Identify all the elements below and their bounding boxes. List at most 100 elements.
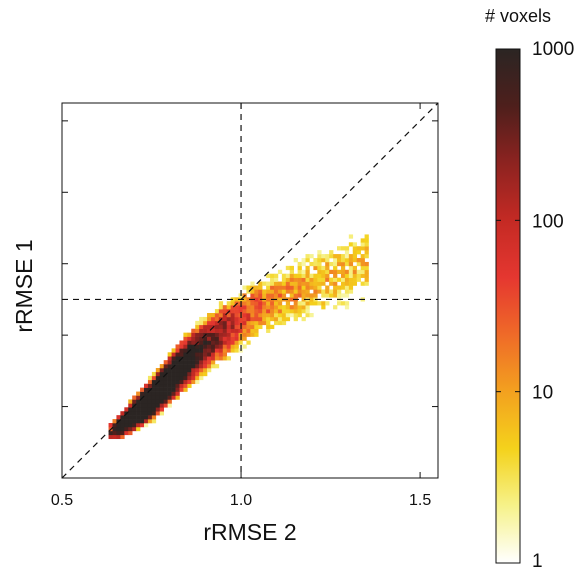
heatmap-bin xyxy=(235,329,239,333)
heatmap-bin xyxy=(353,250,357,254)
heatmap-bin xyxy=(148,380,152,384)
heatmap-bin xyxy=(144,415,148,419)
heatmap-bin xyxy=(317,282,321,286)
heatmap-bin xyxy=(223,309,227,313)
heatmap-bin xyxy=(290,266,294,270)
heatmap-bin xyxy=(215,313,219,317)
heatmap-bin xyxy=(176,356,180,360)
heatmap-bin xyxy=(128,419,132,423)
heatmap-bin xyxy=(333,289,337,293)
heatmap-bin xyxy=(124,423,128,427)
heatmap-bin xyxy=(250,309,254,313)
heatmap-bin xyxy=(144,399,148,403)
heatmap-bin xyxy=(140,419,144,423)
heatmap-bin xyxy=(349,289,353,293)
heatmap-bin xyxy=(306,293,310,297)
heatmap-bin xyxy=(156,403,160,407)
heatmap-bin xyxy=(313,282,317,286)
heatmap-bin xyxy=(223,352,227,356)
heatmap-bin xyxy=(262,309,266,313)
heatmap-bin xyxy=(195,352,199,356)
heatmap-bin xyxy=(215,317,219,321)
heatmap-bin xyxy=(306,289,310,293)
heatmap-bin xyxy=(168,384,172,388)
heatmap-bin xyxy=(187,360,191,364)
heatmap-bin xyxy=(325,266,329,270)
heatmap-bin xyxy=(207,341,211,345)
heatmap-bin xyxy=(266,297,270,301)
heatmap-bin xyxy=(313,301,317,305)
heatmap-bin xyxy=(250,282,254,286)
heatmap-bin xyxy=(116,427,120,431)
heatmap-bin xyxy=(337,289,341,293)
heatmap-bin xyxy=(270,293,274,297)
heatmap-bin xyxy=(294,293,298,297)
heatmap-bin xyxy=(156,372,160,376)
heatmap-bin xyxy=(120,423,124,427)
heatmap-bin xyxy=(219,341,223,345)
heatmap-bin xyxy=(128,403,132,407)
heatmap-bin xyxy=(317,274,321,278)
heatmap-bin xyxy=(365,278,369,282)
heatmap-bin xyxy=(341,286,345,290)
heatmap-bin xyxy=(124,431,128,435)
heatmap-bin xyxy=(231,329,235,333)
heatmap-bin xyxy=(144,396,148,400)
heatmap-bin xyxy=(341,266,345,270)
heatmap-bin xyxy=(128,411,132,415)
heatmap-bin xyxy=(250,313,254,317)
heatmap-bin xyxy=(219,305,223,309)
heatmap-bin xyxy=(262,317,266,321)
heatmap-bin xyxy=(317,286,321,290)
heatmap-bin xyxy=(282,289,286,293)
heatmap-bin xyxy=(302,282,306,286)
heatmap-bin xyxy=(309,313,313,317)
heatmap-bin xyxy=(274,293,278,297)
heatmap-bin xyxy=(176,384,180,388)
heatmap-bin xyxy=(246,321,250,325)
heatmap-bin xyxy=(321,274,325,278)
heatmap-bin xyxy=(286,301,290,305)
heatmap-bin xyxy=(199,321,203,325)
heatmap-bin xyxy=(270,282,274,286)
heatmap-bin xyxy=(183,333,187,337)
heatmap-bin xyxy=(282,282,286,286)
heatmap-bin xyxy=(227,329,231,333)
heatmap-bin xyxy=(321,289,325,293)
heatmap-bin xyxy=(168,352,172,356)
heatmap-bin xyxy=(176,380,180,384)
heatmap-bin xyxy=(313,286,317,290)
heatmap-bin xyxy=(266,317,270,321)
heatmap-bin xyxy=(116,431,120,435)
heatmap-bin xyxy=(124,427,128,431)
heatmap-bin xyxy=(120,415,124,419)
heatmap-bin xyxy=(195,348,199,352)
heatmap-bin xyxy=(313,289,317,293)
heatmap-bin xyxy=(353,282,357,286)
heatmap-bin xyxy=(179,341,183,345)
heatmap-bin xyxy=(207,368,211,372)
heatmap-bin xyxy=(365,238,369,242)
heatmap-bin xyxy=(176,344,180,348)
heatmap-bin xyxy=(152,399,156,403)
heatmap-bin xyxy=(274,305,278,309)
heatmap-bin xyxy=(345,246,349,250)
heatmap-bin xyxy=(179,364,183,368)
colorbar: # voxels 1101001000 xyxy=(485,6,574,572)
heatmap-bin xyxy=(219,313,223,317)
heatmap-bin xyxy=(250,329,254,333)
heatmap-bin xyxy=(258,286,262,290)
heatmap-bin xyxy=(160,411,164,415)
heatmap-bin xyxy=(306,313,310,317)
heatmap-bin xyxy=(321,293,325,297)
heatmap-bin xyxy=(211,341,215,345)
heatmap-bin xyxy=(235,313,239,317)
heatmap-bin xyxy=(140,388,144,392)
heatmap-bin xyxy=(172,392,176,396)
heatmap-bin xyxy=(203,364,207,368)
heatmap-bin xyxy=(274,278,278,282)
heatmap-bin xyxy=(345,289,349,293)
heatmap-bin xyxy=(242,286,246,290)
heatmap-bin xyxy=(203,368,207,372)
